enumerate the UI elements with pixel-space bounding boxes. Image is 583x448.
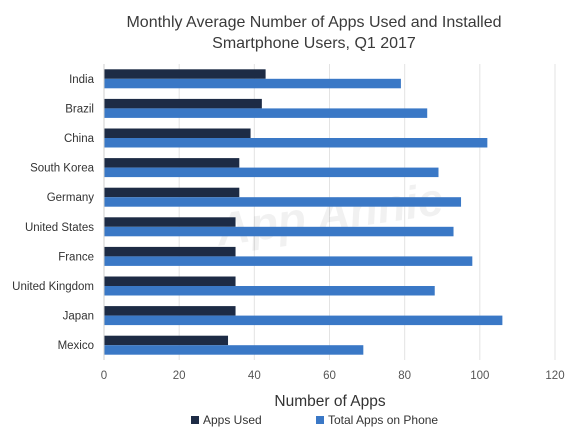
bar-apps-used [104,128,251,138]
x-tick-label: 100 [470,370,489,382]
bar-total-apps [104,226,454,237]
chart-title: Monthly Average Number of Apps Used and … [126,14,501,52]
x-tick-label: 120 [545,370,564,382]
bar-total-apps [104,167,439,178]
bar-total-apps [104,197,462,207]
bar-total-apps [104,108,428,118]
y-tick-label: United States [25,222,94,234]
bar-apps-used [104,69,266,79]
bar-apps-used [104,98,262,109]
bar-total-apps [104,345,364,355]
legend-swatch [191,416,199,424]
bar-apps-used [104,246,236,257]
y-tick-label: France [58,251,94,263]
y-tick-label: Mexico [58,340,94,352]
y-tick-label: Japan [63,311,94,323]
y-tick-label: Brazil [65,103,94,115]
legend-label: Total Apps on Phone [328,413,438,427]
chart-title-line-1: Monthly Average Number of Apps Used and … [126,14,501,31]
bar-apps-used [104,335,229,346]
bar-total-apps [104,286,435,296]
chart-title-line-2: Smartphone Users, Q1 2017 [212,35,416,52]
bar-apps-used [104,217,236,227]
x-tick-label: 40 [248,370,261,382]
bar-total-apps [104,138,488,148]
axes: 0 20 40 60 80 100 120 India Brazil China South Kor… [12,64,565,382]
bar-total-apps [104,315,503,326]
bars [104,69,503,355]
y-tick-label: United Kingdom [12,281,94,293]
x-tick-label: 0 [101,370,107,382]
bar-apps-used [104,187,240,198]
bar-apps-used [104,306,236,316]
y-tick-label: Germany [47,192,95,204]
x-tick-label: 80 [398,370,411,382]
y-tick-label: South Korea [30,163,95,175]
bar-total-apps [104,256,473,266]
bar-apps-used [104,276,236,286]
x-axis-label: Number of Apps [274,393,385,410]
y-tick-label: China [64,133,95,145]
x-tick-label: 60 [323,370,336,382]
x-tick-label: 20 [173,370,186,382]
legend-label: Apps Used [203,413,262,427]
legend-swatch [316,416,324,424]
bar-total-apps [104,78,401,89]
bar-apps-used [104,158,240,168]
legend: Apps Used Total Apps on Phone [191,413,438,427]
y-tick-label: India [69,74,95,86]
